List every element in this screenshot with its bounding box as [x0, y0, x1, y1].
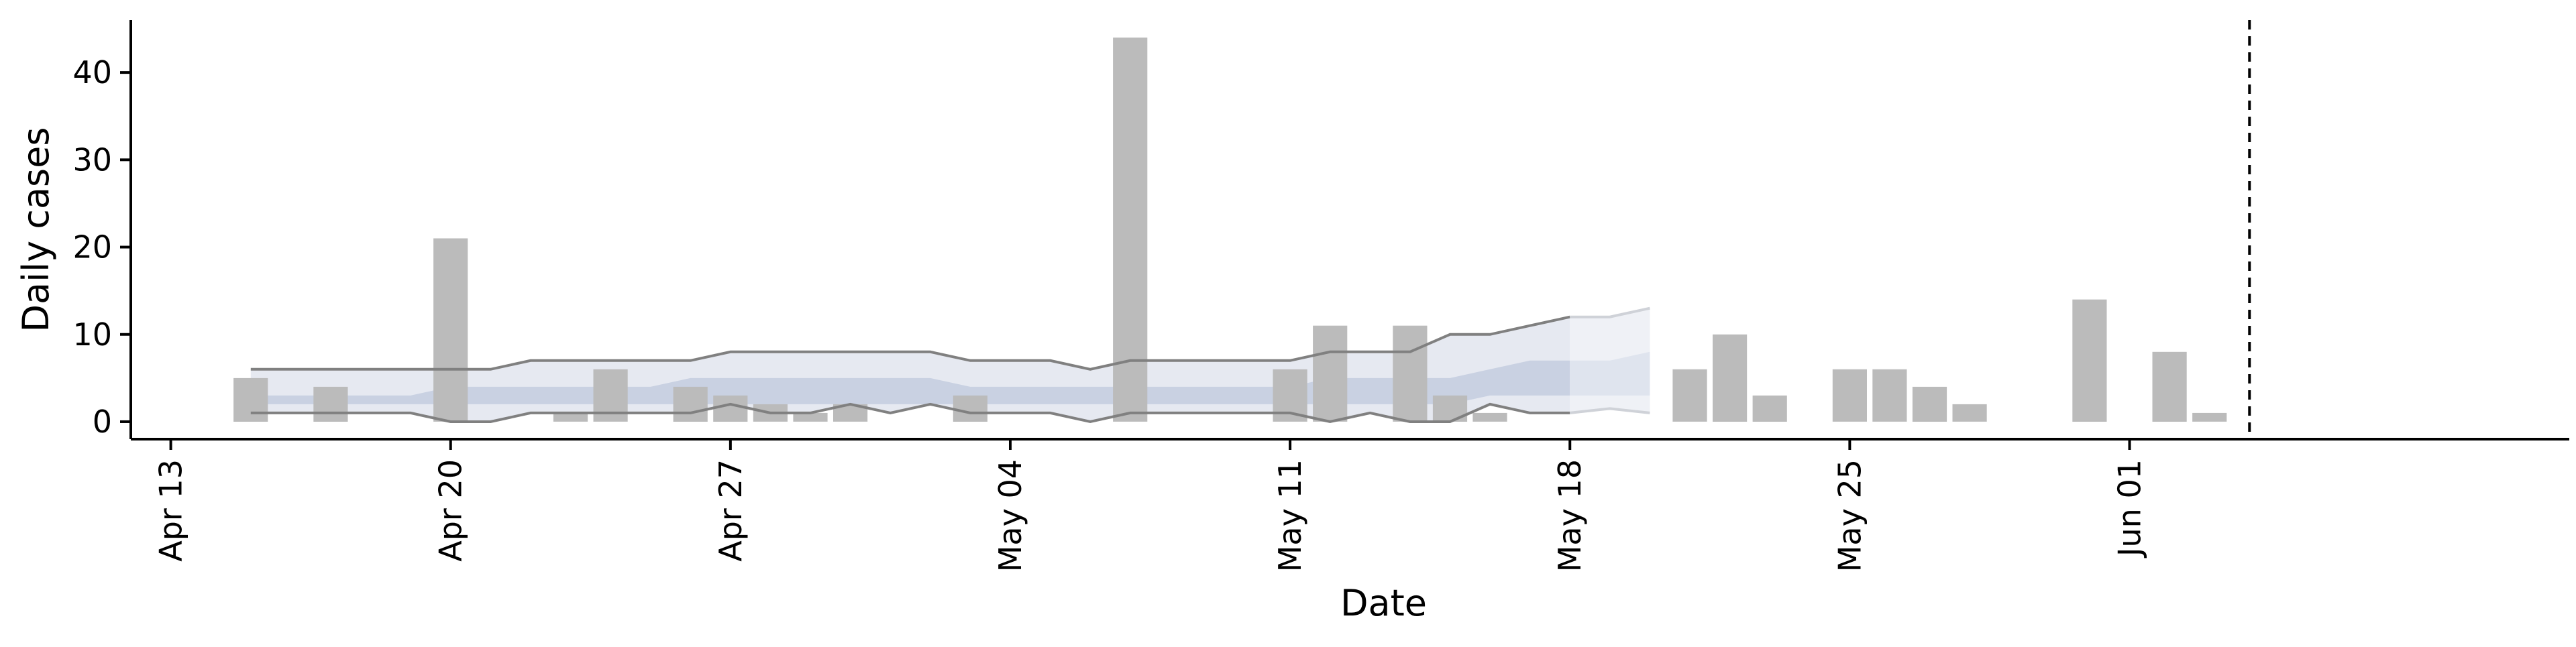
- case-bar: [2072, 299, 2107, 422]
- case-bar: [233, 377, 268, 422]
- case-bar: [1912, 386, 1947, 422]
- x-tick-label: Jun 01: [2112, 459, 2148, 558]
- inner-band-forecast: [1570, 351, 1650, 396]
- y-tick-label: 0: [93, 404, 112, 440]
- case-bar: [1713, 334, 1748, 422]
- x-tick-label: May 11: [1272, 459, 1308, 572]
- case-bar: [793, 412, 828, 422]
- upper-edge-observed: [250, 315, 1570, 371]
- upper-edge-forecast: [1570, 306, 1650, 318]
- y-axis-ticks: 0 10 20 30 40: [72, 54, 131, 440]
- x-tick-label: May 18: [1552, 459, 1588, 572]
- lower-edge-observed: [250, 402, 1570, 424]
- x-tick-label: May 25: [1831, 459, 1868, 572]
- case-bar: [1752, 395, 1787, 422]
- case-bar: [953, 395, 987, 422]
- case-bar: [2192, 412, 2227, 422]
- y-tick-label: 10: [72, 316, 112, 353]
- case-bar: [1952, 404, 1987, 422]
- case-bar: [433, 238, 468, 422]
- band-edge-lines: [250, 306, 1650, 424]
- daily-case-bars: [233, 38, 2227, 422]
- lower-edge-forecast: [1569, 407, 1650, 414]
- y-tick-label: 30: [72, 141, 112, 178]
- case-bar: [1393, 325, 1428, 422]
- x-tick-label: Apr 20: [433, 459, 469, 562]
- case-bar: [713, 395, 748, 422]
- inner-band-observed: [250, 360, 1570, 404]
- case-bar: [313, 386, 348, 422]
- case-bar: [1672, 369, 1707, 422]
- case-bar: [1832, 369, 1867, 422]
- case-bar: [1113, 38, 1148, 422]
- case-bar: [1872, 369, 1907, 422]
- x-axis-ticks: Apr 13 Apr 20 Apr 27 May 04 May 11 May 18 May …: [153, 439, 2148, 572]
- case-bar: [553, 412, 588, 422]
- x-tick-label: Apr 27: [712, 459, 749, 562]
- uncertainty-bands: [250, 308, 1650, 422]
- case-bar: [2152, 351, 2187, 422]
- case-bar: [1313, 325, 1348, 422]
- case-bar: [673, 386, 708, 422]
- y-axis-title: Daily cases: [15, 127, 57, 332]
- x-axis-title: Date: [1340, 582, 1427, 624]
- y-tick-label: 40: [72, 54, 112, 91]
- y-tick-label: 20: [72, 229, 112, 266]
- x-tick-label: Apr 13: [153, 459, 189, 562]
- x-tick-label: May 04: [992, 459, 1028, 572]
- case-bar: [1472, 412, 1507, 422]
- axes: [129, 20, 2569, 440]
